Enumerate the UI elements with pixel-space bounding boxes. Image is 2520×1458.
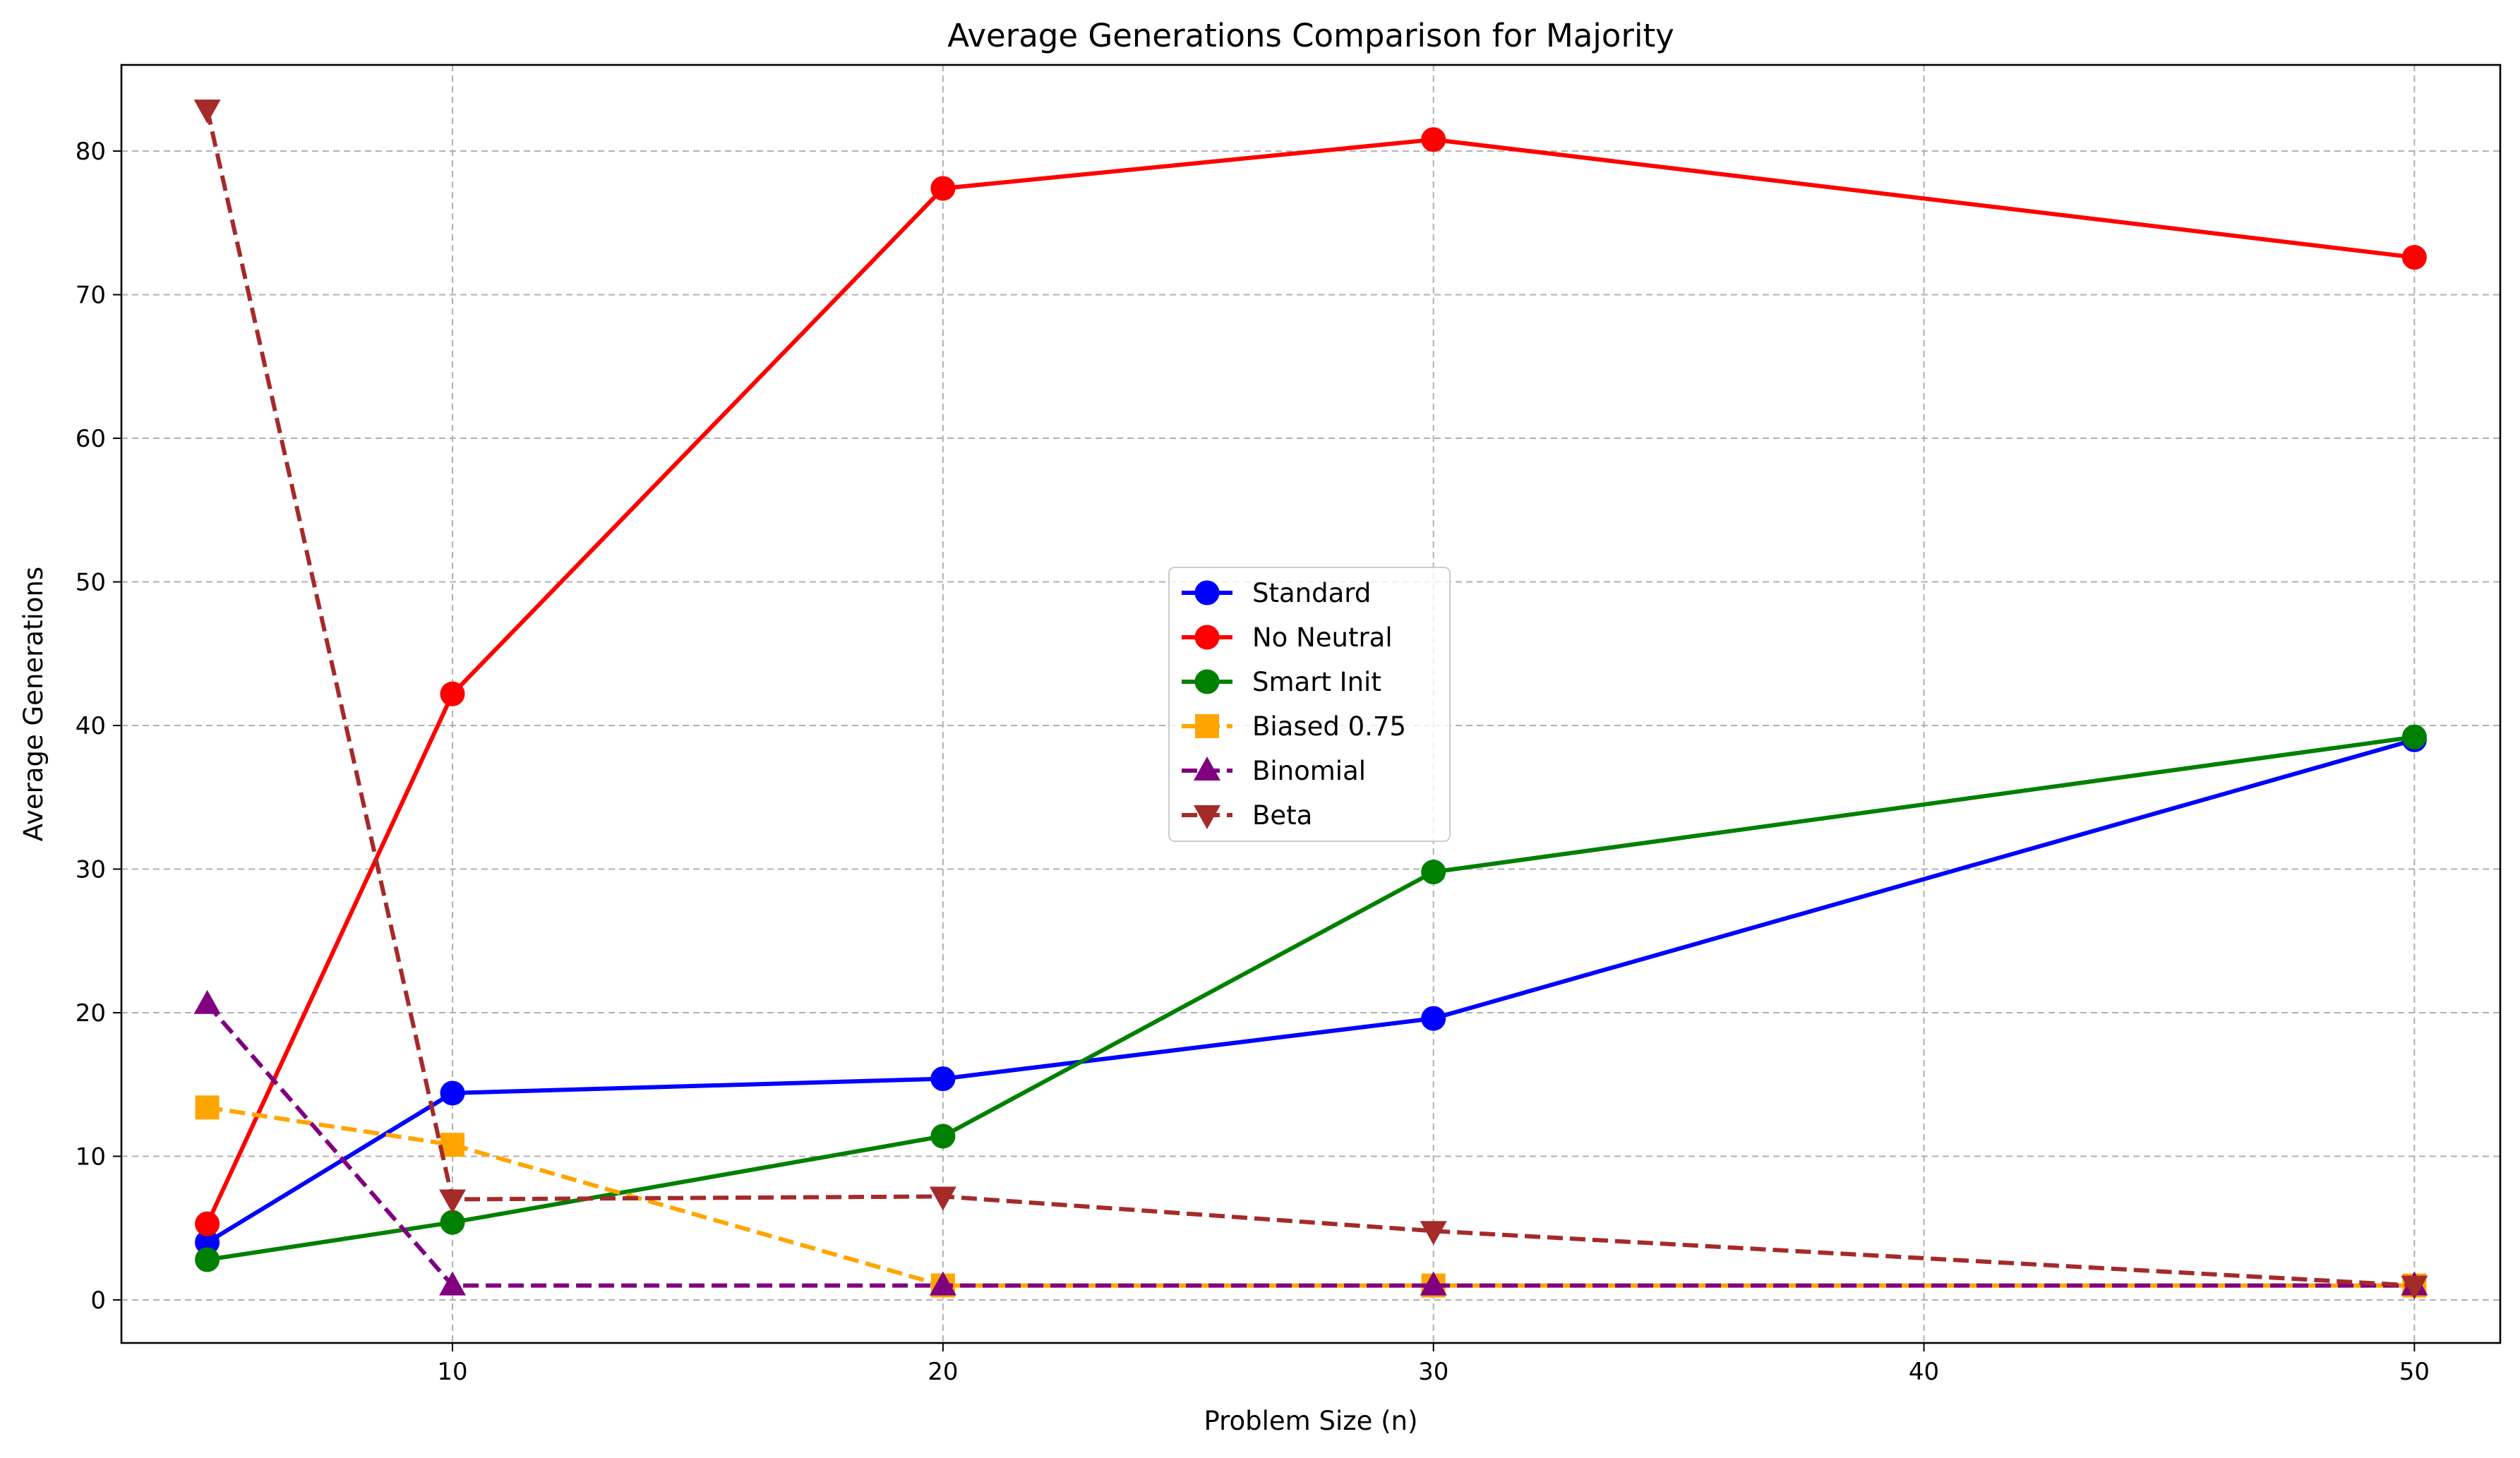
- data-point-no-neutral: [930, 176, 956, 201]
- chart-title: Average Generations Comparison for Major…: [947, 17, 1674, 54]
- y-tick-label: 80: [76, 138, 106, 166]
- legend-label-smart-init: Smart Init: [1252, 667, 1381, 697]
- legend-label-no-neutral: No Neutral: [1252, 622, 1393, 653]
- x-tick-label: 20: [928, 1358, 958, 1386]
- x-tick-label: 50: [2399, 1358, 2430, 1386]
- data-point-standard: [1421, 1006, 1446, 1031]
- data-point-biased-0-75: [440, 1133, 465, 1157]
- series-beta: [193, 100, 2428, 1300]
- legend-marker-standard: [1194, 580, 1220, 606]
- data-point-binomial: [193, 989, 221, 1014]
- data-point-no-neutral: [195, 1211, 220, 1236]
- data-point-smart-init: [2401, 724, 2427, 749]
- series-no-neutral: [195, 127, 2427, 1236]
- plot-frame: [120, 64, 2502, 1344]
- data-point-beta: [439, 1189, 467, 1214]
- y-tick-label: 10: [76, 1143, 106, 1171]
- series-group: [193, 100, 2428, 1300]
- legend-label-binomial: Binomial: [1252, 756, 1366, 786]
- legend-item-biased-0-75: Biased 0.75: [1182, 711, 1406, 742]
- data-point-smart-init: [195, 1247, 220, 1272]
- legend-marker-no-neutral: [1194, 625, 1220, 650]
- data-point-no-neutral: [1421, 127, 1446, 152]
- data-point-binomial: [439, 1271, 467, 1296]
- grid: [121, 65, 2500, 1343]
- legend-item-no-neutral: No Neutral: [1182, 622, 1393, 653]
- legend-marker-biased-0-75: [1195, 714, 1219, 738]
- data-point-standard: [440, 1080, 465, 1106]
- y-tick-label: 30: [76, 856, 106, 884]
- data-point-beta: [193, 100, 221, 124]
- y-tick-label: 60: [76, 425, 106, 453]
- data-point-smart-init: [440, 1210, 465, 1235]
- legend-item-beta: Beta: [1182, 800, 1312, 831]
- legend-marker-beta: [1194, 805, 1220, 829]
- x-tick-label: 10: [437, 1358, 467, 1386]
- data-point-binomial: [929, 1271, 956, 1296]
- y-tick-label: 50: [76, 569, 106, 597]
- data-point-binomial: [1420, 1271, 1447, 1296]
- legend-marker-smart-init: [1194, 669, 1220, 694]
- legend-box: [1168, 567, 1451, 842]
- data-point-smart-init: [1421, 860, 1446, 885]
- x-axis-title: Problem Size (n): [1204, 1406, 1417, 1436]
- x-tick-label: 40: [1909, 1358, 1939, 1386]
- legend-item-standard: Standard: [1182, 578, 1371, 608]
- axis-ticks: 10 20 30 40 50 0 10 20 30 40 50 60 70 80: [76, 138, 2430, 1386]
- legend-label-standard: Standard: [1252, 578, 1371, 608]
- data-point-no-neutral: [440, 681, 465, 706]
- legend-label-biased-0-75: Biased 0.75: [1252, 711, 1406, 742]
- data-point-beta: [929, 1186, 956, 1211]
- data-point-biased-0-75: [195, 1095, 220, 1120]
- y-tick-label: 40: [76, 712, 106, 740]
- data-point-standard: [930, 1066, 956, 1092]
- legend-label-beta: Beta: [1252, 800, 1312, 831]
- y-tick-label: 0: [90, 1287, 106, 1315]
- x-tick-label: 30: [1418, 1358, 1448, 1386]
- y-tick-label: 70: [76, 282, 106, 310]
- legend: Standard No Neutral Smart Init Biased 0.75 B…: [1168, 567, 1451, 842]
- y-tick-label: 20: [76, 999, 106, 1028]
- series-smart-init: [195, 724, 2427, 1272]
- data-point-smart-init: [930, 1123, 956, 1149]
- data-point-beta: [1420, 1221, 1447, 1246]
- data-point-beta: [2401, 1275, 2428, 1300]
- y-axis-title: Average Generations: [18, 567, 49, 841]
- data-point-no-neutral: [2401, 245, 2427, 270]
- legend-item-smart-init: Smart Init: [1182, 667, 1381, 697]
- legend-item-binomial: Binomial: [1182, 756, 1366, 786]
- legend-marker-binomial: [1194, 757, 1220, 781]
